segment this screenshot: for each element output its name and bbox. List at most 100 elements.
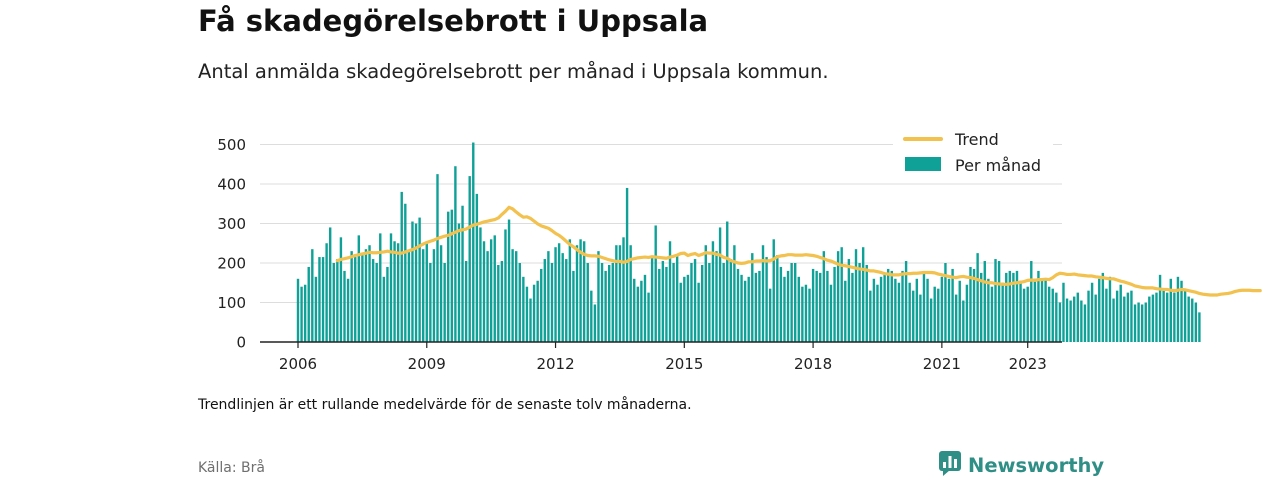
bar: [1044, 278, 1047, 342]
bar: [1123, 296, 1126, 342]
bar: [518, 263, 521, 342]
bar: [658, 268, 661, 342]
bar: [797, 276, 800, 342]
bar: [565, 259, 568, 342]
bar: [346, 278, 350, 342]
bar: [1069, 300, 1072, 342]
bar: [472, 142, 475, 342]
bar: [1040, 278, 1044, 342]
bar: [865, 264, 868, 342]
bar: [393, 241, 396, 342]
bar: [1051, 288, 1054, 342]
bar: [887, 268, 890, 342]
bar: [400, 191, 403, 342]
bar: [826, 270, 829, 342]
bar: [375, 263, 378, 342]
bar: [590, 290, 593, 342]
brand-logo[interactable]: Newsworthy: [938, 450, 1104, 480]
bar: [468, 176, 471, 342]
bar: [1198, 312, 1201, 343]
bar: [328, 227, 332, 342]
bar: [883, 274, 886, 342]
bar: [990, 286, 994, 342]
bar: [851, 272, 854, 343]
bar: [718, 227, 722, 342]
bar: [726, 221, 729, 342]
bar: [1155, 292, 1158, 343]
bar: [633, 278, 636, 342]
bar: [1087, 290, 1090, 342]
bar: [690, 263, 693, 342]
bar: [300, 286, 303, 342]
bar: [947, 278, 951, 342]
bar: [872, 278, 876, 342]
bar: [615, 245, 618, 342]
bar: [844, 280, 847, 342]
bar: [1169, 278, 1172, 342]
bar: [443, 263, 446, 342]
bar: [339, 237, 343, 342]
bar: [833, 266, 836, 342]
bar: [511, 249, 514, 342]
bar: [822, 251, 826, 342]
bar: [704, 245, 707, 342]
bar: [901, 270, 904, 342]
bar: [486, 251, 489, 342]
bar: [568, 239, 572, 342]
bar: [311, 249, 314, 342]
bar: [686, 274, 690, 342]
bar: [597, 251, 600, 342]
bar: [1162, 290, 1165, 342]
bar: [629, 245, 632, 342]
bar: [854, 249, 858, 342]
bar: [683, 276, 686, 342]
bar: [794, 263, 797, 342]
bar: [1058, 302, 1062, 342]
bar: [361, 255, 364, 342]
bar: [529, 298, 532, 342]
bar: [1019, 280, 1022, 342]
bar: [636, 286, 640, 342]
bar: [697, 282, 700, 342]
bar: [858, 263, 861, 342]
bar: [840, 247, 843, 342]
legend: Trend Per månad: [893, 124, 1053, 180]
bar: [1183, 290, 1187, 342]
bar: [972, 268, 976, 342]
bar: [668, 241, 672, 342]
bar: [779, 266, 783, 342]
bar: [951, 268, 954, 342]
bar: [454, 166, 457, 342]
bar: [819, 272, 822, 343]
bar: [303, 284, 307, 342]
bar: [997, 261, 1001, 342]
bar: [522, 276, 525, 342]
bar: [1037, 270, 1040, 342]
bar: [919, 294, 922, 342]
bar: [869, 290, 872, 342]
bar: [439, 245, 443, 342]
bar: [743, 280, 747, 342]
bar: [475, 193, 479, 343]
bar: [747, 276, 750, 342]
bar: [354, 257, 357, 342]
bar: [1080, 300, 1083, 342]
bar: [908, 282, 911, 342]
bar: [1158, 274, 1162, 342]
x-tick-label: 2006: [279, 355, 317, 373]
y-axis-ticks: 0 100 200 300 400 500: [217, 136, 246, 352]
bar: [944, 263, 947, 342]
bar: [396, 243, 400, 342]
bar: [1008, 270, 1012, 342]
bar: [965, 284, 969, 342]
bar: [608, 264, 611, 342]
bar: [543, 259, 547, 342]
bar: [582, 241, 586, 342]
bar: [758, 270, 761, 342]
bar: [711, 241, 715, 342]
chart-subtitle: Antal anmälda skadegörelsebrott per måna…: [198, 60, 829, 83]
bar: [811, 268, 815, 342]
bar: [611, 263, 614, 342]
bar: [307, 266, 310, 342]
bar: [804, 284, 808, 342]
